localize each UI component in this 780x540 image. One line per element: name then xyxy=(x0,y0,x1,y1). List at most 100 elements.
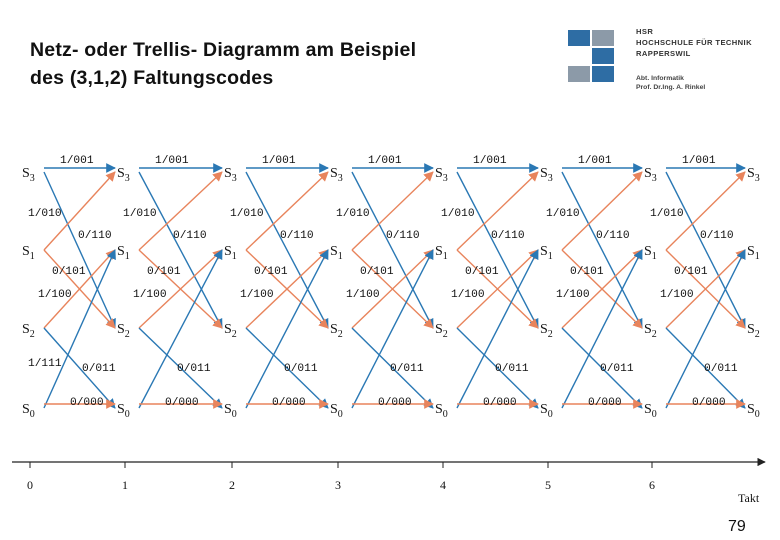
transition-arrow xyxy=(43,327,116,409)
state-name: S xyxy=(22,244,30,259)
transition-arrow xyxy=(245,171,329,329)
transition-label: 0/011 xyxy=(177,363,211,375)
transition-label: 1/001 xyxy=(155,155,189,167)
transition-label: 0/000 xyxy=(692,397,726,409)
state-name: S xyxy=(22,166,30,181)
transition-label: 0/110 xyxy=(491,230,525,242)
state-node-s1: S1 xyxy=(435,244,448,262)
transition-label: 0/101 xyxy=(360,266,394,278)
transition-arrow xyxy=(245,249,329,329)
state-name: S xyxy=(540,244,548,259)
state-subscript: 0 xyxy=(30,409,35,420)
transition-arrow xyxy=(351,327,434,409)
transition-label: 1/100 xyxy=(240,289,274,301)
state-subscript: 1 xyxy=(443,251,448,262)
transition-arrow xyxy=(561,249,643,329)
logo-square xyxy=(592,66,614,82)
state-node-s1: S1 xyxy=(747,244,760,262)
state-subscript: 2 xyxy=(443,329,448,340)
transition-label: 0/101 xyxy=(570,266,604,278)
transition-label: 0/101 xyxy=(465,266,499,278)
logo-line: RAPPERSWIL xyxy=(636,49,691,58)
state-subscript: 2 xyxy=(125,329,130,340)
state-node-s0: S0 xyxy=(644,402,657,420)
transition-arrow xyxy=(561,171,643,329)
transition-arrow xyxy=(351,249,434,409)
state-name: S xyxy=(117,322,125,337)
state-subscript: 0 xyxy=(232,409,237,420)
transition-label: 1/001 xyxy=(368,155,402,167)
transition-label: 1/010 xyxy=(123,208,157,220)
state-name: S xyxy=(435,402,443,417)
state-name: S xyxy=(330,402,338,417)
state-name: S xyxy=(747,244,755,259)
state-name: S xyxy=(644,244,652,259)
state-node-s1: S1 xyxy=(224,244,237,262)
transition-arrow xyxy=(351,171,434,251)
state-subscript: 0 xyxy=(652,409,657,420)
state-name: S xyxy=(644,166,652,181)
state-subscript: 2 xyxy=(755,329,760,340)
state-node-s0: S0 xyxy=(22,402,35,420)
transition-label: 0/000 xyxy=(272,397,306,409)
transition-arrow xyxy=(138,249,223,409)
transition-label: 1/100 xyxy=(556,289,590,301)
transition-label: 0/000 xyxy=(70,397,104,409)
logo-line: HSR xyxy=(636,27,654,36)
state-subscript: 1 xyxy=(755,251,760,262)
transition-label: 1/001 xyxy=(262,155,296,167)
state-subscript: 1 xyxy=(548,251,553,262)
transition-label: 1/010 xyxy=(441,208,475,220)
state-node-s0: S0 xyxy=(224,402,237,420)
state-subscript: 1 xyxy=(30,251,35,262)
transition-label: 1/010 xyxy=(650,208,684,220)
state-node-s0: S0 xyxy=(330,402,343,420)
state-node-s2: S2 xyxy=(644,322,657,340)
state-node-s2: S2 xyxy=(747,322,760,340)
transition-arrow xyxy=(43,249,116,409)
transition-arrow xyxy=(665,327,746,409)
transition-label: 1/001 xyxy=(578,155,612,167)
state-node-s3: S3 xyxy=(330,166,343,184)
logo-line: HOCHSCHULE FÜR TECHNIK xyxy=(636,38,752,47)
transition-arrow xyxy=(561,327,643,409)
axis-label: Takt xyxy=(738,491,760,505)
transition-arrow xyxy=(456,171,539,251)
axis-tick-label: 2 xyxy=(229,478,235,492)
logo-text: HSR HOCHSCHULE FÜR TECHNIK RAPPERSWIL xyxy=(636,26,752,59)
state-name: S xyxy=(435,244,443,259)
transition-label: 0/110 xyxy=(280,230,314,242)
state-node-s1: S1 xyxy=(644,244,657,262)
transition-arrow xyxy=(456,171,539,329)
state-node-s0: S0 xyxy=(540,402,553,420)
state-node-s0: S0 xyxy=(435,402,448,420)
transition-label: 1/001 xyxy=(473,155,507,167)
state-name: S xyxy=(330,244,338,259)
axis-tick-label: 6 xyxy=(649,478,655,492)
state-subscript: 3 xyxy=(30,173,35,184)
transition-label: 1/100 xyxy=(346,289,380,301)
page-number: 79 xyxy=(728,518,746,535)
transition-arrow xyxy=(665,249,746,409)
transition-arrow xyxy=(138,171,223,251)
logo-sub-line: Abt. Informatik xyxy=(636,75,684,82)
state-name: S xyxy=(435,322,443,337)
transition-label: 1/010 xyxy=(28,208,62,220)
transition-arrow xyxy=(665,171,746,251)
state-subscript: 0 xyxy=(443,409,448,420)
state-node-s3: S3 xyxy=(747,166,760,184)
state-name: S xyxy=(224,322,232,337)
transition-arrow xyxy=(138,249,223,329)
state-node-s3: S3 xyxy=(22,166,35,184)
axis-tick-label: 0 xyxy=(27,478,33,492)
state-name: S xyxy=(22,322,30,337)
state-node-s1: S1 xyxy=(117,244,130,262)
transition-arrow xyxy=(43,171,116,251)
axis-tick-label: 4 xyxy=(440,478,446,492)
state-subscript: 3 xyxy=(548,173,553,184)
state-subscript: 2 xyxy=(338,329,343,340)
transition-label: 1/010 xyxy=(230,208,264,220)
transition-label: 1/001 xyxy=(682,155,716,167)
logo-square xyxy=(592,30,614,46)
